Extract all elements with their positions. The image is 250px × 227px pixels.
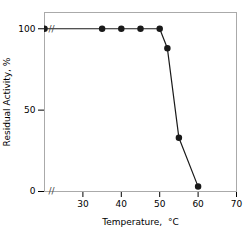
svg-text:70: 70 — [231, 199, 243, 209]
svg-text:100: 100 — [18, 24, 35, 34]
svg-text:40: 40 — [116, 199, 128, 209]
svg-text:Temperature, °C: Temperature, °C — [101, 217, 178, 227]
svg-text://: // — [49, 186, 56, 196]
svg-text:50: 50 — [154, 199, 166, 209]
svg-text:Residual Activity, %: Residual Activity, % — [2, 57, 12, 146]
svg-text:0: 0 — [30, 186, 36, 196]
svg-text:60: 60 — [192, 199, 204, 209]
svg-text://: // — [49, 24, 56, 34]
svg-text:30: 30 — [77, 199, 89, 209]
svg-text:50: 50 — [24, 105, 36, 115]
